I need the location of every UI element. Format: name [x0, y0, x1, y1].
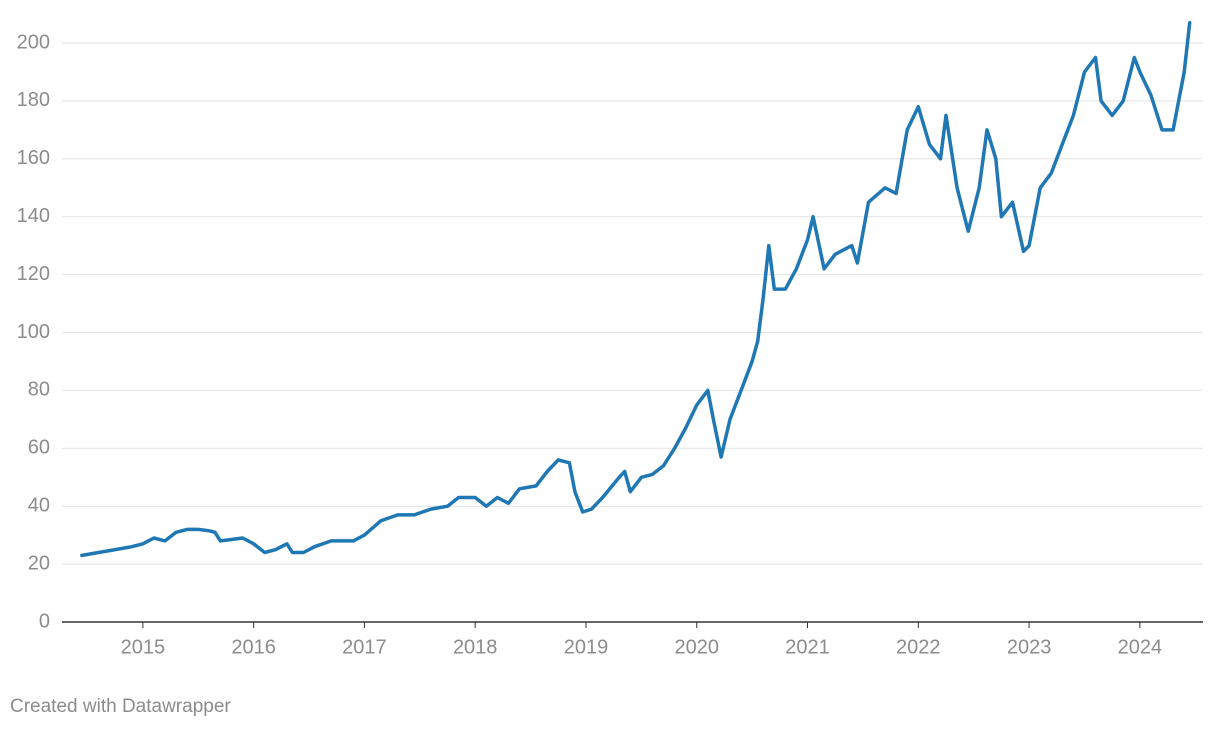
- line: [80, 20, 1192, 558]
- y-tick-label: 120: [17, 263, 50, 285]
- y-tick-label: 160: [17, 147, 50, 169]
- x-tick-label: 2019: [564, 636, 609, 658]
- x-tick-label: 2016: [231, 636, 276, 658]
- y-tick-label: 140: [17, 205, 50, 227]
- y-tick-label: 60: [28, 437, 50, 459]
- y-tick-label: 80: [28, 379, 50, 401]
- y-tick-label: 180: [17, 89, 50, 111]
- x-tick-label: 2024: [1118, 636, 1163, 658]
- y-tick-label: 100: [17, 321, 50, 343]
- x-tick-label: 2018: [453, 636, 498, 658]
- x-tick-label: 2023: [1007, 636, 1052, 658]
- y-tick-label: 40: [28, 494, 50, 516]
- x-tick-label: 2017: [342, 636, 387, 658]
- y-tick-label: 0: [39, 610, 50, 632]
- x-tick-label: 2022: [896, 636, 941, 658]
- y-tick-label: 200: [17, 31, 50, 53]
- y-tick-label: 20: [28, 552, 50, 574]
- x-tick-label: 2020: [675, 636, 720, 658]
- x-tick-label: 2015: [121, 636, 166, 658]
- footer: Created with Datawrapper: [10, 696, 231, 717]
- x-tick-label: 2021: [785, 636, 830, 658]
